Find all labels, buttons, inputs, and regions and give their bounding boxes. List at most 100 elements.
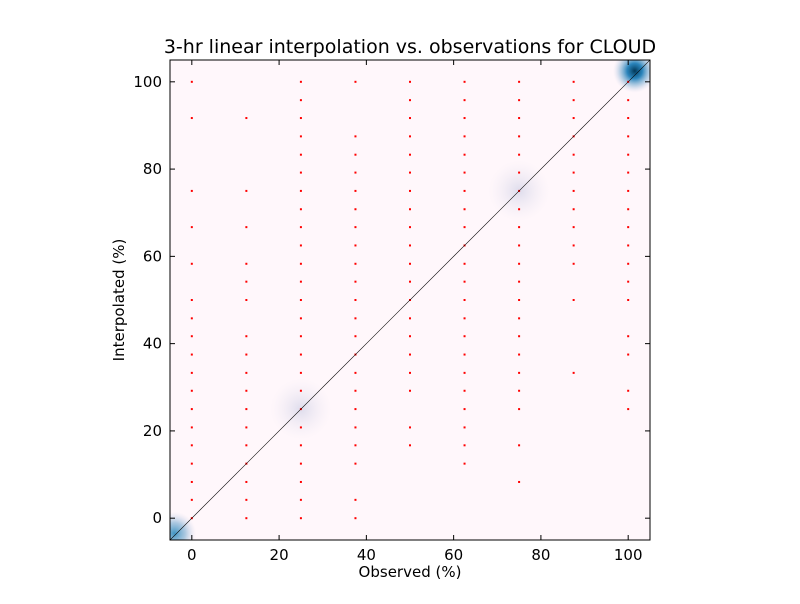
data-point-6-2 — [518, 408, 521, 411]
data-point-8-13 — [627, 135, 630, 138]
data-point-2-17 — [299, 208, 302, 211]
data-point-2-0 — [299, 517, 302, 520]
data-point-2-4 — [299, 444, 302, 447]
data-point-4-12 — [409, 208, 411, 211]
data-point-3-4 — [354, 426, 357, 429]
data-point-5-3 — [463, 408, 466, 411]
data-point-5-9 — [463, 299, 466, 301]
data-point-8-6 — [627, 262, 630, 265]
x-tick-label-80: 80 — [531, 546, 550, 564]
data-point-4-10 — [409, 244, 411, 247]
data-point-5-8 — [463, 317, 466, 320]
data-point-7-10 — [572, 117, 575, 120]
data-point-3-1 — [354, 498, 357, 501]
data-point-7-6 — [572, 189, 575, 192]
data-point-6-16 — [518, 153, 521, 156]
data-point-3-15 — [354, 226, 357, 229]
data-point-1-10 — [245, 335, 248, 338]
data-point-5-13 — [463, 226, 466, 229]
data-point-5-16 — [463, 171, 466, 174]
data-point-7-12 — [572, 80, 575, 83]
data-point-6-9 — [518, 280, 521, 283]
data-point-3-9 — [354, 335, 357, 338]
data-point-3-16 — [354, 208, 357, 211]
data-point-6-18 — [518, 117, 521, 120]
data-point-3-17 — [354, 189, 357, 192]
data-point-2-7 — [299, 389, 302, 392]
data-point-3-12 — [354, 280, 357, 283]
data-point-8-12 — [627, 153, 630, 156]
data-point-3-18 — [354, 171, 357, 174]
data-point-2-12 — [299, 299, 302, 301]
data-point-0-2 — [190, 480, 193, 483]
x-tick-label-0: 0 — [187, 546, 197, 564]
data-point-6-0 — [518, 480, 521, 483]
data-point-5-2 — [463, 426, 466, 429]
data-point-0-12 — [190, 299, 193, 301]
data-point-2-14 — [299, 262, 302, 265]
data-point-4-6 — [409, 317, 411, 320]
data-point-5-14 — [463, 208, 466, 211]
data-point-0-14 — [190, 226, 193, 229]
data-point-6-1 — [518, 444, 521, 447]
data-point-0-6 — [190, 408, 193, 411]
data-point-5-19 — [463, 117, 466, 120]
data-point-6-12 — [518, 226, 521, 229]
data-point-1-1 — [245, 498, 248, 501]
data-point-1-9 — [245, 353, 248, 356]
data-point-1-14 — [245, 226, 248, 229]
data-point-0-8 — [190, 371, 193, 374]
data-point-3-7 — [354, 371, 357, 374]
data-point-1-4 — [245, 444, 248, 447]
data-point-2-21 — [299, 135, 302, 138]
data-point-8-0 — [627, 408, 630, 411]
data-point-6-8 — [518, 299, 521, 301]
data-point-7-8 — [572, 153, 575, 156]
data-point-7-1 — [572, 299, 575, 301]
data-point-2-13 — [299, 280, 302, 283]
data-point-8-11 — [627, 171, 630, 174]
data-point-4-14 — [409, 171, 411, 174]
data-point-8-2 — [627, 353, 630, 356]
data-point-4-15 — [409, 153, 411, 156]
data-point-3-3 — [354, 444, 357, 447]
data-point-7-0 — [572, 371, 575, 374]
data-point-3-10 — [354, 317, 357, 320]
data-point-8-5 — [627, 280, 630, 283]
x-tick-label-40: 40 — [357, 546, 376, 564]
data-point-2-1 — [299, 498, 302, 501]
data-point-1-0 — [245, 517, 248, 520]
data-point-8-1 — [627, 389, 630, 392]
data-point-4-8 — [409, 280, 411, 283]
data-point-7-3 — [572, 244, 575, 247]
data-point-1-7 — [245, 389, 248, 392]
data-point-6-17 — [518, 135, 521, 138]
data-point-6-11 — [518, 244, 521, 247]
data-point-2-2 — [299, 480, 302, 483]
data-point-1-16 — [245, 117, 248, 120]
data-point-5-10 — [463, 280, 466, 283]
data-point-0-16 — [190, 117, 193, 120]
data-point-1-8 — [245, 371, 248, 374]
data-point-4-9 — [409, 262, 411, 265]
data-point-0-17 — [190, 80, 193, 83]
data-point-4-19 — [409, 80, 411, 83]
data-point-4-1 — [409, 426, 411, 429]
data-point-4-5 — [409, 335, 411, 338]
axis-ticks: 0 20 40 60 80 100 0 20 40 60 80 100 — [133, 60, 650, 564]
data-point-0-13 — [190, 262, 193, 265]
data-point-2-22 — [299, 117, 302, 120]
data-point-0-1 — [190, 498, 193, 501]
data-point-2-11 — [299, 317, 302, 320]
data-point-6-5 — [518, 353, 521, 356]
data-point-2-8 — [299, 371, 302, 374]
data-point-6-20 — [518, 80, 521, 83]
data-point-0-3 — [190, 462, 193, 465]
y-tick-label-0: 0 — [152, 509, 162, 527]
data-point-1-5 — [245, 426, 248, 429]
data-point-4-18 — [409, 99, 411, 102]
data-point-3-19 — [354, 153, 357, 156]
data-point-4-0 — [409, 444, 411, 447]
data-point-0-15 — [190, 189, 193, 192]
